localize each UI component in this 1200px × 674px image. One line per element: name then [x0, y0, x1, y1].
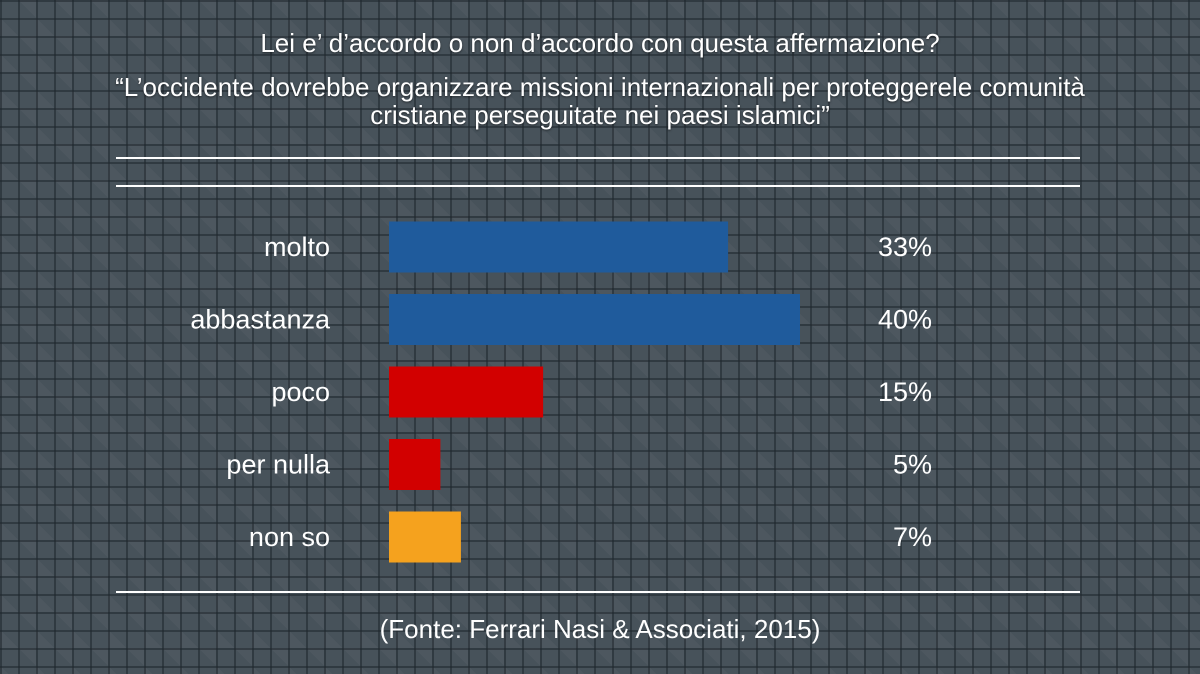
chart-statement-line-1: “L’occidente dovrebbe organizzare missio…	[115, 72, 1085, 102]
bar	[389, 511, 461, 563]
bottom-divider	[116, 591, 1080, 593]
value-label: 15%	[878, 377, 932, 407]
value-label: 40%	[878, 305, 932, 335]
chart-statement-line-2: cristiane perseguitate nei paesi islamic…	[370, 100, 830, 130]
top-divider-2	[116, 185, 1080, 187]
value-label: 7%	[893, 522, 932, 552]
bar	[389, 366, 544, 418]
value-label: 5%	[893, 450, 932, 480]
top-divider-1	[116, 157, 1080, 159]
bar	[389, 294, 800, 345]
category-label: non so	[249, 522, 330, 552]
source-note: (Fonte: Ferrari Nasi & Associati, 2015)	[379, 614, 821, 644]
category-label: poco	[271, 377, 330, 407]
chart-question: Lei e’ d’accordo o non d’accordo con que…	[260, 28, 940, 58]
category-label: molto	[264, 232, 330, 262]
value-label: 33%	[878, 232, 932, 262]
category-label: abbastanza	[190, 305, 331, 335]
category-label: per nulla	[226, 450, 331, 480]
bar	[389, 221, 729, 273]
bar	[389, 439, 441, 490]
